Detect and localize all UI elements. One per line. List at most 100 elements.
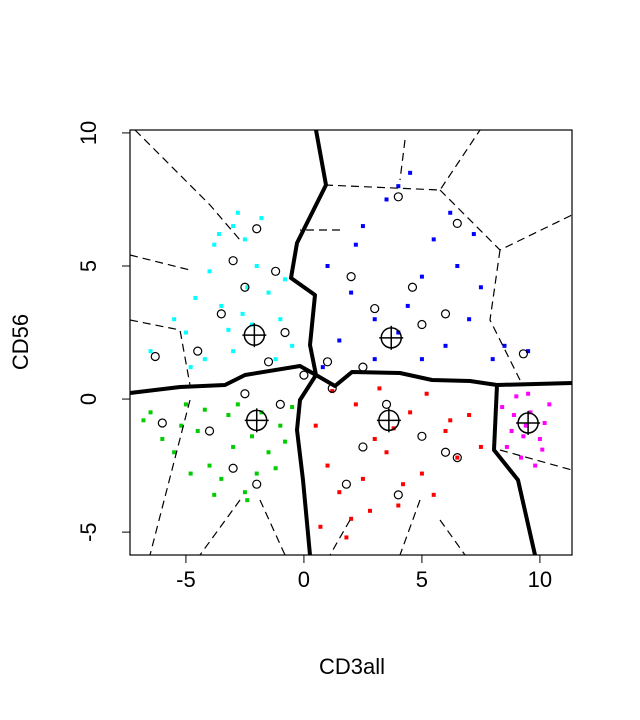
- data-point: [183, 402, 188, 407]
- y-tick-label: 5: [76, 260, 101, 272]
- cluster-center: [242, 323, 267, 348]
- data-point: [372, 357, 377, 362]
- node-circle: [370, 303, 380, 314]
- data-point: [478, 444, 483, 449]
- node-circle: [204, 426, 215, 436]
- x-axis-label: CD3all: [319, 654, 385, 679]
- data-point: [448, 418, 453, 423]
- cluster-center: [376, 408, 401, 433]
- series: [500, 391, 552, 468]
- data-point: [202, 357, 207, 362]
- data-point: [245, 285, 250, 290]
- node-circle: [150, 351, 160, 362]
- data-point: [526, 349, 531, 354]
- node-circle: [157, 418, 167, 428]
- node-circle: [299, 370, 309, 380]
- data-point: [250, 322, 255, 327]
- data-point: [148, 349, 153, 354]
- data-point: [396, 330, 401, 335]
- data-point: [148, 410, 153, 415]
- data-point: [254, 471, 259, 476]
- data-point: [188, 471, 193, 476]
- data-point: [344, 535, 349, 540]
- data-point: [408, 170, 413, 175]
- data-point: [212, 492, 217, 497]
- data-point: [330, 389, 335, 394]
- node-circle: [518, 349, 528, 359]
- data-point: [226, 413, 231, 418]
- data-point: [514, 394, 519, 399]
- data-point: [240, 311, 245, 316]
- data-point: [511, 413, 516, 418]
- node-circle: [228, 463, 238, 473]
- data-point: [372, 317, 377, 322]
- data-point: [419, 274, 424, 279]
- data-point: [231, 349, 236, 354]
- node-circle: [341, 479, 351, 489]
- data-point: [448, 210, 453, 215]
- data-point: [172, 317, 177, 322]
- x-tick-label: 0: [298, 567, 310, 592]
- data-point: [349, 516, 354, 521]
- data-point: [202, 407, 207, 412]
- node-circle: [393, 490, 403, 500]
- data-point: [320, 365, 325, 370]
- data-point: [360, 476, 365, 481]
- data-point: [443, 343, 448, 348]
- data-point: [455, 455, 460, 460]
- data-point: [250, 434, 255, 439]
- x-tick-label: -5: [176, 567, 196, 592]
- x-tick-label: 10: [528, 567, 552, 592]
- node-circle: [280, 327, 290, 338]
- data-point: [160, 436, 165, 441]
- boundaries: [129, 129, 573, 556]
- data-point: [353, 402, 358, 407]
- data-point: [273, 357, 278, 362]
- data-point: [542, 421, 547, 426]
- node-circle: [358, 362, 368, 372]
- y-tick-label: 0: [76, 393, 101, 405]
- series: [150, 192, 528, 500]
- series: [320, 170, 531, 370]
- x-tick-label: 5: [416, 567, 428, 592]
- node-circle: [393, 192, 403, 202]
- data-point: [195, 428, 200, 433]
- data-point: [266, 450, 271, 455]
- data-point: [419, 357, 424, 362]
- data-point: [537, 436, 542, 441]
- node-circle: [240, 282, 250, 292]
- cluster-center: [244, 408, 269, 433]
- data-point: [353, 242, 358, 247]
- data-point: [455, 263, 460, 268]
- data-point: [193, 295, 198, 300]
- data-point: [478, 285, 483, 290]
- data-point: [179, 423, 184, 428]
- data-point: [183, 330, 188, 335]
- data-point: [242, 490, 247, 495]
- data-point: [242, 237, 247, 242]
- data-point: [540, 447, 545, 452]
- data-point: [290, 405, 295, 410]
- data-point: [405, 303, 410, 308]
- y-tick-label: 10: [76, 121, 101, 145]
- data-point: [283, 277, 288, 282]
- data-point: [471, 232, 476, 237]
- data-point: [283, 439, 288, 444]
- data-point: [207, 463, 212, 468]
- data-point: [259, 216, 264, 221]
- node-circle: [252, 479, 262, 489]
- series: [148, 210, 295, 370]
- data-point: [526, 391, 531, 396]
- data-point: [396, 503, 401, 508]
- node-circle: [452, 452, 462, 463]
- data-point: [396, 184, 401, 189]
- node-circle: [358, 442, 368, 452]
- data-point: [188, 365, 193, 370]
- node-circle: [263, 357, 274, 367]
- node-circle: [417, 431, 427, 441]
- node-circle: [440, 447, 451, 457]
- node-circle: [322, 357, 333, 367]
- data-point: [533, 463, 538, 468]
- data-point: [443, 428, 448, 433]
